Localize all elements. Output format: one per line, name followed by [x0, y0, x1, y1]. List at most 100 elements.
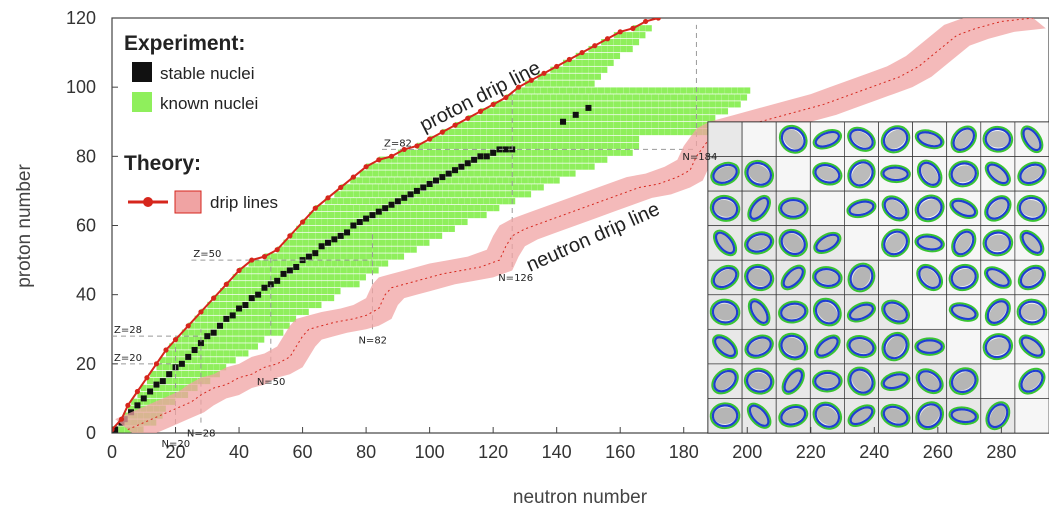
known-nucleus	[213, 308, 220, 315]
known-nucleus	[391, 232, 398, 239]
inset-contour-blue	[746, 336, 772, 357]
known-nucleus	[480, 108, 487, 115]
known-nucleus	[315, 246, 322, 253]
known-nucleus	[601, 39, 608, 46]
known-nucleus	[318, 260, 325, 267]
known-nucleus	[607, 59, 614, 66]
inset-density	[954, 129, 973, 149]
known-nucleus	[474, 211, 481, 219]
legend-known-label: known nuclei	[160, 94, 258, 113]
known-nucleus	[181, 371, 189, 378]
known-nucleus	[480, 170, 487, 177]
known-nucleus	[239, 274, 246, 281]
known-nucleus	[410, 218, 417, 226]
known-nucleus	[423, 156, 430, 163]
known-nucleus	[321, 267, 328, 274]
known-nucleus	[626, 142, 633, 149]
inset-contour-green	[1017, 264, 1047, 291]
known-nucleus	[239, 343, 246, 350]
known-nucleus	[651, 115, 659, 122]
known-nucleus	[524, 135, 532, 143]
magic-label-n=184: N=184	[682, 152, 717, 163]
known-nucleus	[296, 308, 303, 315]
known-nucleus	[302, 281, 309, 288]
known-nucleus	[480, 122, 487, 129]
known-nucleus	[378, 184, 385, 191]
known-nucleus	[448, 205, 455, 212]
inset-contour-blue	[917, 370, 942, 393]
known-nucleus	[461, 128, 468, 136]
known-nucleus	[569, 94, 576, 101]
known-nucleus	[569, 122, 576, 129]
known-nucleus	[397, 211, 405, 219]
stable-nucleus	[236, 305, 243, 312]
known-nucleus	[340, 218, 347, 226]
known-nucleus	[521, 87, 528, 94]
known-nucleus	[435, 205, 443, 212]
known-nucleus	[251, 267, 258, 274]
known-nucleus	[737, 87, 744, 94]
inset-contour-green	[709, 194, 741, 222]
proton-drip-point	[439, 129, 445, 135]
known-nucleus	[683, 94, 690, 101]
known-nucleus	[442, 156, 449, 163]
proton-drip-point	[465, 115, 471, 121]
inset-contour-blue	[986, 163, 1010, 185]
known-nucleus	[308, 294, 316, 302]
known-nucleus	[366, 218, 373, 226]
known-nucleus	[277, 315, 284, 322]
known-nucleus	[696, 115, 703, 122]
known-nucleus	[728, 101, 735, 108]
known-nucleus	[569, 101, 576, 108]
known-nucleus	[734, 94, 741, 101]
known-nucleus	[239, 308, 246, 315]
known-nucleus	[429, 170, 436, 177]
inset-contour-green	[747, 298, 771, 326]
magic-label-n=20: N=20	[162, 439, 191, 450]
known-nucleus	[353, 191, 360, 198]
inset-density	[919, 372, 940, 390]
stable-nucleus	[210, 329, 217, 336]
known-nucleus	[213, 336, 220, 343]
known-nucleus	[455, 163, 462, 170]
known-nucleus	[518, 94, 525, 101]
known-nucleus	[378, 232, 385, 239]
known-nucleus	[347, 225, 354, 232]
known-nucleus	[572, 87, 579, 94]
known-nucleus	[505, 128, 513, 136]
inset-density	[885, 336, 906, 358]
known-nucleus	[277, 253, 284, 260]
known-nucleus	[340, 246, 347, 253]
known-nucleus	[582, 149, 589, 156]
known-nucleus	[442, 205, 449, 212]
known-nucleus	[594, 73, 601, 80]
known-nucleus	[239, 315, 246, 322]
known-nucleus	[429, 225, 436, 232]
known-nucleus	[404, 184, 411, 191]
known-nucleus	[429, 205, 436, 212]
known-nucleus	[556, 80, 563, 87]
legend: Experiment: stable nuclei known nuclei T…	[124, 32, 278, 214]
inset-contour-blue	[882, 373, 909, 390]
known-nucleus	[518, 149, 525, 156]
known-nucleus	[645, 101, 652, 108]
inset-contour-green	[948, 302, 979, 322]
known-nucleus	[194, 315, 201, 322]
inset-contour-green	[1018, 367, 1046, 395]
known-nucleus	[378, 253, 385, 260]
known-nucleus	[353, 205, 360, 212]
known-nucleus	[594, 135, 601, 143]
known-nucleus	[556, 66, 563, 73]
known-nucleus	[493, 205, 500, 212]
known-nucleus	[594, 108, 601, 115]
inset-contour-blue	[814, 268, 841, 287]
known-nucleus	[207, 343, 214, 350]
known-nucleus	[588, 108, 595, 115]
known-nucleus	[550, 142, 557, 149]
inset-density	[1020, 303, 1044, 321]
stable-nucleus	[153, 381, 160, 388]
inset-contour-green	[880, 125, 911, 154]
known-nucleus	[512, 115, 519, 122]
known-nucleus	[626, 94, 633, 101]
known-nucleus	[296, 246, 303, 253]
